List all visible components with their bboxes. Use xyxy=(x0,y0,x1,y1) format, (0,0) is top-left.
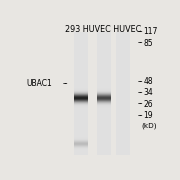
Text: --: -- xyxy=(138,111,143,120)
Text: --: -- xyxy=(63,79,68,88)
Text: 48: 48 xyxy=(143,77,153,86)
Text: 26: 26 xyxy=(143,100,153,109)
Text: 34: 34 xyxy=(143,89,153,98)
Text: --: -- xyxy=(138,39,143,48)
Text: --: -- xyxy=(138,28,143,37)
Text: 19: 19 xyxy=(143,111,153,120)
Text: 293 HUVEC HUVEC: 293 HUVEC HUVEC xyxy=(65,25,141,34)
Text: UBAC1: UBAC1 xyxy=(27,79,52,88)
Text: --: -- xyxy=(138,77,143,86)
Text: 117: 117 xyxy=(143,28,158,37)
Text: (kD): (kD) xyxy=(142,123,157,129)
Text: --: -- xyxy=(138,89,143,98)
Text: 85: 85 xyxy=(143,39,153,48)
Text: --: -- xyxy=(138,100,143,109)
